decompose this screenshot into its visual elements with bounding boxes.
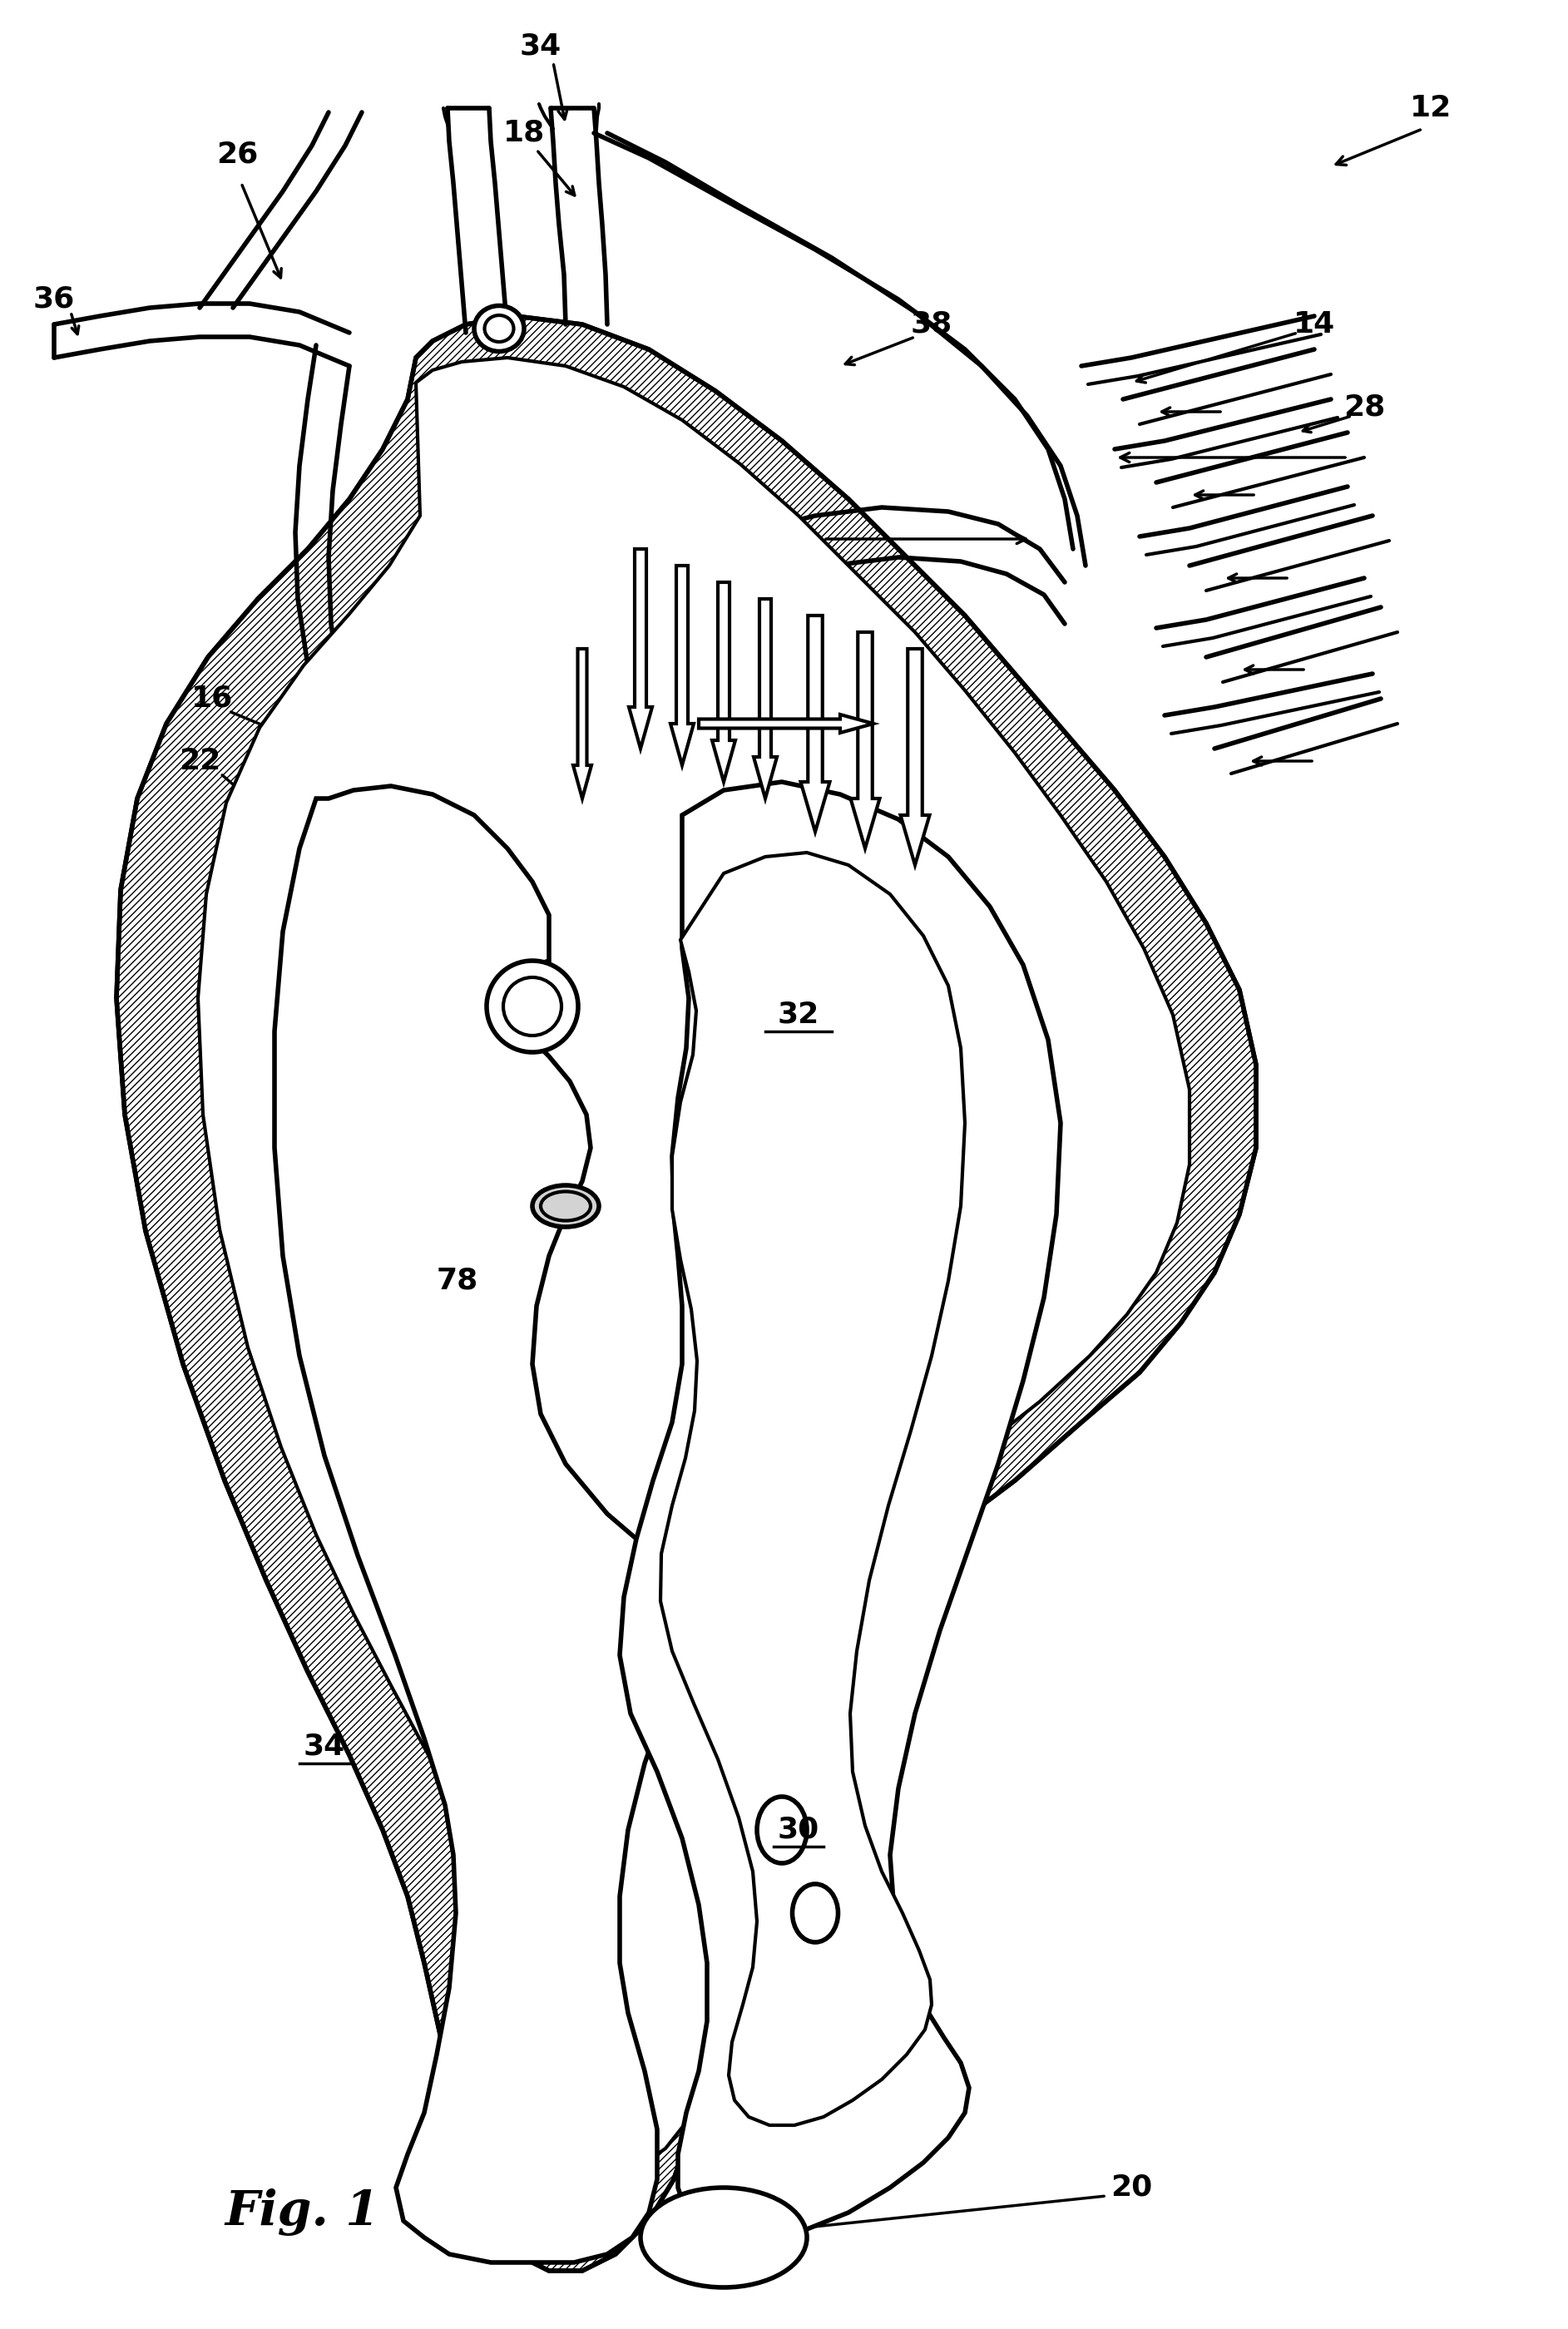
Polygon shape [850, 631, 880, 848]
Ellipse shape [533, 1185, 599, 1227]
Text: 12: 12 [1410, 93, 1452, 121]
Text: 14: 14 [1294, 310, 1336, 338]
Text: 34: 34 [519, 33, 561, 61]
Ellipse shape [757, 1796, 808, 1863]
Polygon shape [712, 582, 735, 783]
Text: 20: 20 [1110, 2173, 1152, 2201]
Ellipse shape [792, 1884, 837, 1942]
Text: 30: 30 [778, 1817, 820, 1845]
Text: 16: 16 [191, 685, 234, 713]
Text: Fig. 1: Fig. 1 [224, 2189, 379, 2236]
Polygon shape [629, 550, 652, 748]
Polygon shape [801, 615, 829, 831]
Text: 38: 38 [911, 310, 952, 338]
Ellipse shape [640, 2187, 808, 2287]
Polygon shape [574, 650, 591, 799]
Polygon shape [900, 650, 930, 864]
Ellipse shape [474, 305, 524, 352]
Polygon shape [116, 317, 1256, 2271]
Polygon shape [754, 599, 776, 799]
Text: 18: 18 [503, 119, 546, 147]
Text: 36: 36 [33, 286, 75, 314]
Text: 78: 78 [436, 1267, 478, 1295]
Polygon shape [619, 783, 1060, 2238]
Polygon shape [274, 787, 715, 2261]
Text: 32: 32 [778, 1001, 820, 1029]
Polygon shape [198, 359, 1190, 2175]
Text: 26: 26 [216, 140, 259, 168]
Polygon shape [660, 852, 964, 2124]
Circle shape [486, 960, 579, 1053]
Text: 34: 34 [304, 1733, 345, 1761]
Polygon shape [699, 715, 873, 734]
Polygon shape [671, 566, 693, 766]
Text: 28: 28 [1344, 394, 1385, 422]
Text: 22: 22 [179, 748, 221, 776]
